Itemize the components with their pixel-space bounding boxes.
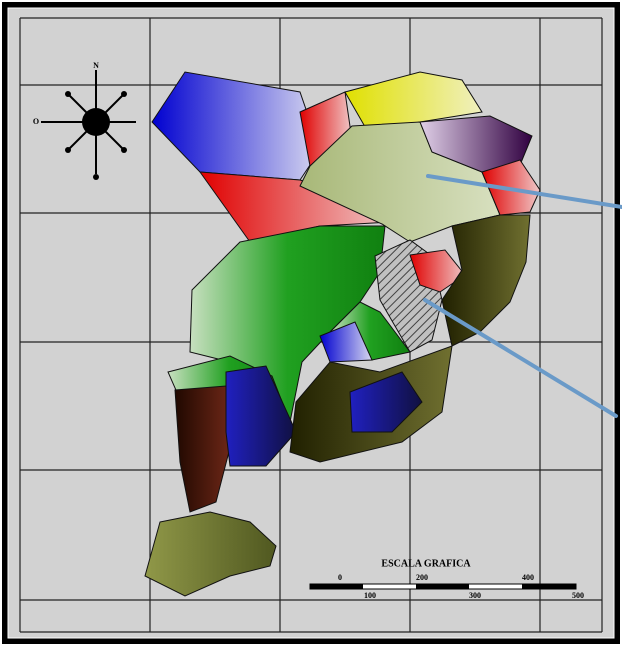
compass-rose: N O (33, 61, 136, 180)
compass-west: O (33, 117, 39, 126)
regions (144, 71, 541, 597)
pointer-arrows (423, 174, 622, 418)
scale-label: 200 (416, 573, 428, 582)
region (144, 511, 277, 597)
scale-label: 0 (338, 573, 342, 582)
region (319, 321, 373, 363)
scale-label: 300 (469, 591, 481, 600)
scale-label: 400 (522, 573, 534, 582)
compass-north: N (93, 61, 99, 70)
scale-label: 500 (572, 591, 584, 600)
grid (19, 17, 603, 633)
scale-title: ESCALA GRAFICA (381, 558, 471, 569)
region (349, 371, 423, 433)
scale-label: 100 (364, 591, 376, 600)
region (441, 214, 531, 347)
region (225, 365, 297, 467)
scale-bar: ESCALA GRAFICA 0 200 400 100 300 500 (309, 558, 584, 600)
